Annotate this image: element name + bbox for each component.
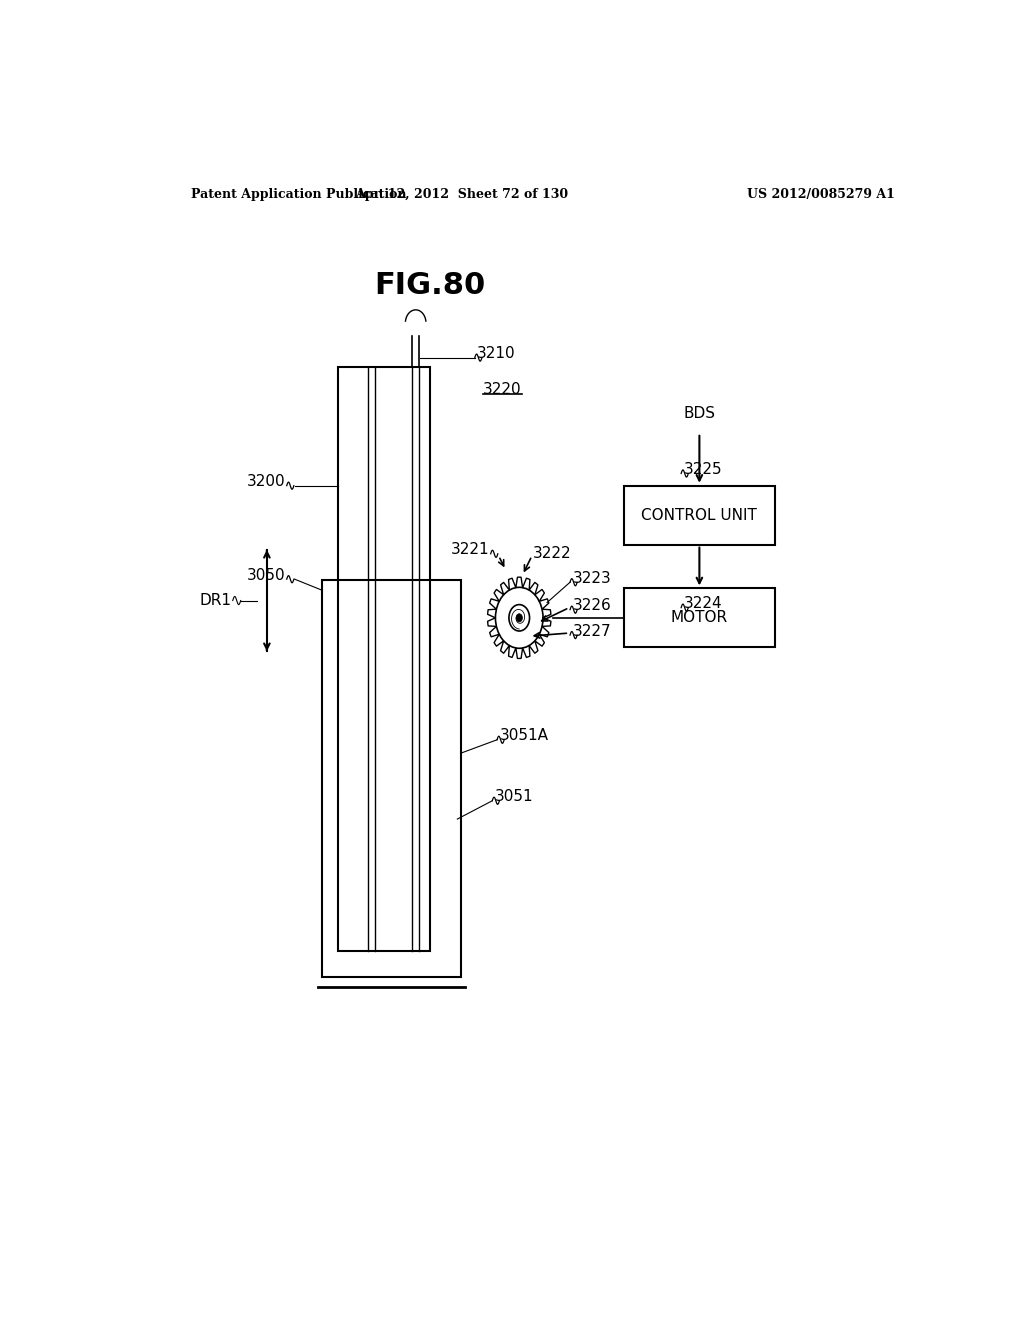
Text: DR1: DR1	[199, 593, 231, 609]
Text: BDS: BDS	[683, 405, 716, 421]
Text: 3225: 3225	[684, 462, 722, 477]
Text: 3200: 3200	[247, 474, 285, 490]
Text: CONTROL UNIT: CONTROL UNIT	[641, 508, 758, 523]
Text: MOTOR: MOTOR	[671, 610, 728, 626]
Bar	[624, 589, 775, 647]
Text: 3222: 3222	[532, 546, 571, 561]
Text: 3210: 3210	[477, 346, 516, 362]
Text: FIG.80: FIG.80	[374, 271, 485, 300]
Text: Patent Application Publication: Patent Application Publication	[191, 189, 407, 202]
Text: 3051: 3051	[495, 789, 534, 804]
Text: 3220: 3220	[482, 381, 521, 396]
Text: Apr. 12, 2012  Sheet 72 of 130: Apr. 12, 2012 Sheet 72 of 130	[354, 189, 568, 202]
Text: 3050: 3050	[247, 568, 285, 582]
Text: 3227: 3227	[572, 623, 611, 639]
Text: 3224: 3224	[684, 597, 722, 611]
Text: US 2012/0085279 A1: US 2012/0085279 A1	[748, 189, 895, 202]
Bar	[624, 486, 775, 545]
Text: 3051A: 3051A	[500, 729, 549, 743]
Text: 3221: 3221	[451, 543, 489, 557]
Circle shape	[509, 605, 529, 631]
Text: 3226: 3226	[572, 598, 611, 612]
Text: 3223: 3223	[572, 570, 611, 586]
Circle shape	[496, 587, 543, 648]
Circle shape	[516, 614, 522, 622]
